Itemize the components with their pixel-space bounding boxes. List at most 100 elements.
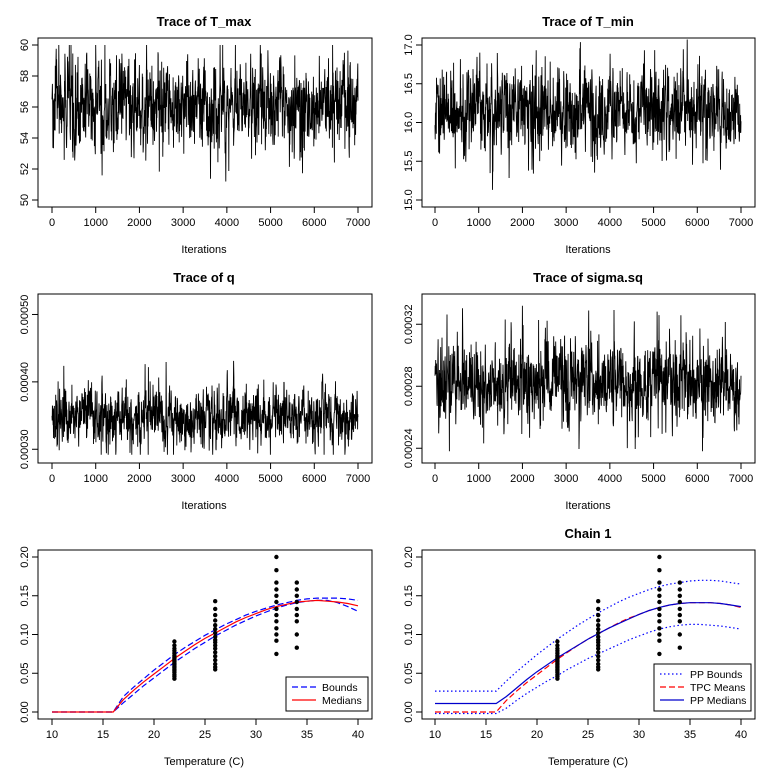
data-point [294, 645, 299, 650]
panel-title: Trace of T_max [157, 14, 252, 29]
data-point [294, 632, 299, 637]
x-axis-label: Iterations [565, 500, 611, 512]
data-point [677, 580, 682, 585]
data-point [213, 626, 218, 632]
x-tick-label: 6000 [685, 473, 709, 485]
data-point [657, 619, 662, 624]
data-point [213, 650, 218, 655]
y-tick-label: 0.00028 [403, 366, 415, 406]
y-tick-label: 0.00 [19, 701, 31, 722]
x-tick-label: 1000 [83, 473, 107, 485]
data-point [596, 634, 601, 639]
x-tick-label: 3000 [554, 217, 578, 229]
x-tick-label: 35 [684, 729, 696, 741]
y-tick-label: 0.00050 [19, 295, 31, 335]
x-tick-label: 35 [301, 729, 313, 741]
data-point [213, 612, 218, 618]
y-tick-label: 0.20 [403, 546, 415, 567]
x-tick-label: 30 [633, 729, 645, 741]
y-tick-label: 0.00030 [19, 429, 31, 469]
x-tick-label: 3000 [554, 473, 578, 485]
data-point [274, 580, 279, 585]
data-point [294, 612, 299, 618]
data-point [596, 623, 601, 628]
pp-median-line [435, 602, 742, 705]
y-tick-label: 15.5 [403, 151, 415, 172]
y-tick-label: 0.15 [19, 585, 31, 606]
y-tick-label: 16.5 [403, 73, 415, 94]
panel-trace-q: Trace of q Iterations 0 1000 2000 3000 4000 5… [19, 270, 373, 512]
x-tick-label: 15 [97, 729, 109, 741]
data-point [657, 580, 662, 585]
y-tick-label: 52 [19, 163, 31, 175]
x-tick-label: 5000 [641, 217, 665, 229]
y-tick-label: 0.10 [19, 624, 31, 645]
data-point [596, 630, 601, 636]
data-point [657, 568, 662, 573]
y-tick-label: 15.0 [403, 189, 415, 210]
data-point [172, 676, 177, 681]
data-point [596, 606, 601, 612]
y-tick-label: 17.0 [403, 34, 415, 55]
y-tick-label: 0.00040 [19, 362, 31, 402]
data-point [294, 587, 299, 592]
x-tick-label: 10 [429, 729, 441, 741]
data-point [274, 638, 279, 643]
legend-label: PP Bounds [690, 669, 742, 681]
x-tick-label: 10 [46, 729, 58, 741]
x-tick-label: 20 [531, 729, 543, 741]
y-tick-label: 56 [19, 101, 31, 113]
data-point [274, 554, 279, 560]
x-tick-label: 7000 [346, 473, 370, 485]
plot-frame [37, 293, 373, 464]
panel-title: Trace of sigma.sq [533, 270, 643, 285]
x-tick-label: 0 [432, 217, 438, 229]
data-point [596, 667, 601, 672]
y-tick-label: 0.20 [19, 546, 31, 567]
x-axis-label: Temperature (C) [164, 756, 244, 768]
x-tick-label: 2000 [127, 473, 151, 485]
y-tick-label: 0.05 [403, 663, 415, 684]
data-point [274, 606, 279, 612]
x-tick-label: 15 [480, 729, 492, 741]
pp-bound-line [435, 579, 742, 692]
data-point [213, 643, 218, 648]
data-point [213, 623, 218, 628]
data-point [596, 599, 601, 604]
x-tick-label: 7000 [729, 217, 753, 229]
panel-chain-1: Chain 1 Temperature (C) 10 15 20 25 30 35 40 0.… [403, 526, 756, 768]
x-tick-label: 3000 [171, 473, 195, 485]
x-axis-label: Iterations [181, 500, 227, 512]
data-point [657, 626, 662, 631]
panel-tpc-bounds-medians: Temperature (C) 10 15 20 25 30 35 40 0.00 0.05 0.… [19, 546, 373, 768]
data-point [213, 606, 218, 612]
data-point [555, 676, 560, 681]
x-tick-label: 2000 [510, 217, 534, 229]
data-point [657, 632, 662, 637]
panel-title: Trace of T_min [542, 14, 634, 29]
x-tick-label: 1000 [83, 217, 107, 229]
panel-title: Trace of q [173, 270, 234, 285]
x-tick-label: 2000 [127, 217, 151, 229]
data-point [274, 593, 279, 598]
trace-line [434, 305, 742, 452]
data-point [657, 606, 662, 612]
data-point [677, 645, 682, 650]
data-point [274, 612, 279, 618]
data-point [555, 639, 560, 644]
data-point [596, 650, 601, 655]
panel-trace-t-min: Trace of T_min Iterations 0 1000 2000 3000 4… [403, 14, 756, 256]
data-point [677, 632, 682, 637]
x-axis-label: Iterations [181, 244, 227, 256]
x-tick-label: 2000 [510, 473, 534, 485]
x-tick-label: 7000 [346, 217, 370, 229]
y-tick-label: 58 [19, 70, 31, 82]
data-point [596, 643, 601, 648]
data-point [657, 593, 662, 598]
x-tick-label: 0 [49, 217, 55, 229]
x-tick-label: 4000 [215, 217, 239, 229]
y-tick-label: 0.15 [403, 585, 415, 606]
